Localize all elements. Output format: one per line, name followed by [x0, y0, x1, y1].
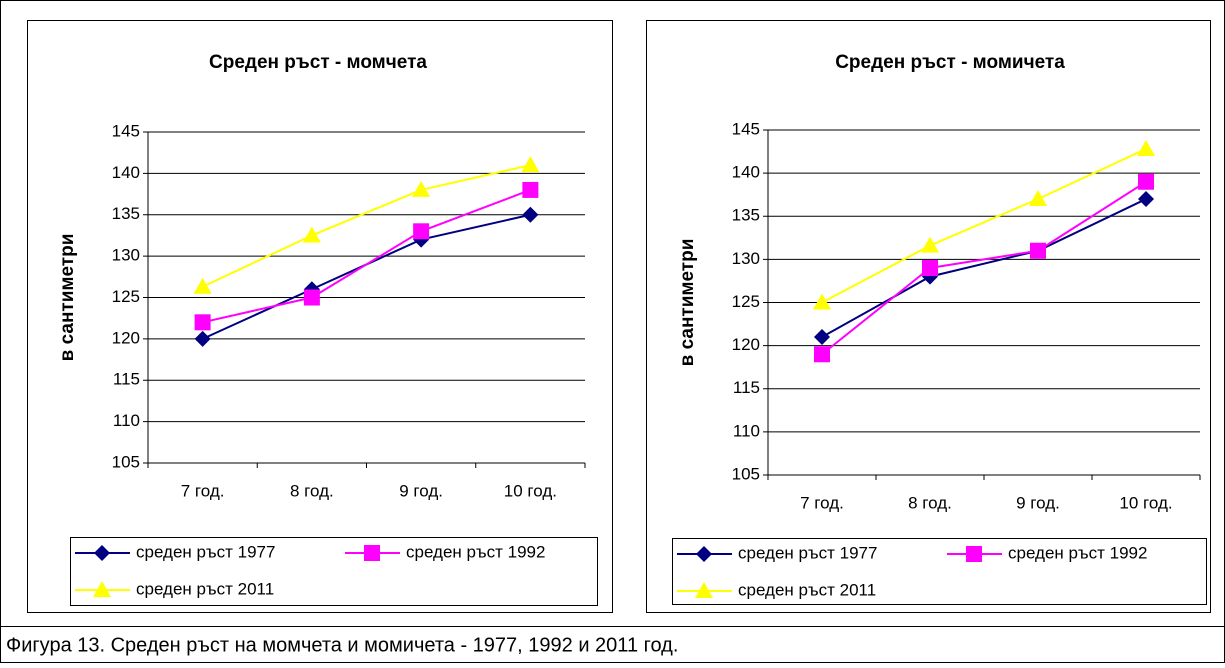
x-tick-label: 10 год. [504, 481, 557, 500]
marker [522, 206, 539, 223]
y-tick-label: 130 [112, 246, 140, 265]
y-tick-label: 105 [112, 452, 140, 471]
marker [194, 330, 211, 347]
legend-box [672, 538, 1207, 605]
caption: Фигура 13. Среден ръст на момчета и моми… [6, 634, 678, 656]
marker [93, 581, 111, 597]
marker [695, 582, 713, 598]
y-tick-label: 110 [113, 411, 140, 430]
y-tick-label: 115 [733, 378, 760, 397]
marker [522, 181, 539, 198]
x-tick-label: 8 год. [290, 481, 334, 500]
legend-label: среден ръст 2011 [136, 579, 274, 598]
y-tick-label: 140 [732, 163, 760, 182]
y-tick-label: 145 [112, 121, 140, 140]
marker [94, 545, 110, 561]
marker [193, 277, 212, 294]
x-tick-label: 7 год. [800, 493, 844, 512]
legend-label: среден ръст 1977 [738, 543, 877, 562]
y-tick-label: 135 [732, 206, 760, 225]
marker [921, 236, 939, 253]
legend-label: среден ръст 1977 [136, 542, 275, 561]
chart-border [27, 20, 613, 613]
chart-title: Среден ръст - момчета [209, 52, 427, 73]
y-tick-label: 105 [732, 464, 760, 483]
marker [1138, 173, 1154, 190]
legend-label: среден ръст 1992 [406, 542, 545, 561]
x-tick-label: 9 год. [1016, 493, 1060, 512]
y-axis-label: в сантиметри [57, 234, 78, 362]
y-tick-label: 110 [733, 421, 760, 440]
marker [412, 180, 431, 197]
marker [814, 346, 830, 363]
marker [1137, 139, 1155, 156]
marker [814, 329, 830, 345]
marker [1138, 191, 1154, 207]
marker [302, 226, 321, 243]
y-tick-label: 130 [732, 249, 760, 268]
marker [966, 546, 982, 562]
chart-title: Среден ръст - момичета [835, 52, 1065, 73]
y-axis-label: в сантиметри [677, 239, 698, 367]
x-tick-label: 7 год. [181, 481, 225, 500]
legend-label: среден ръст 1992 [1008, 543, 1147, 562]
y-tick-label: 125 [112, 287, 140, 306]
x-tick-label: 10 год. [1119, 493, 1172, 512]
marker [194, 314, 211, 331]
series-line [821, 148, 1147, 304]
series-line [821, 180, 1147, 356]
y-tick-label: 145 [732, 119, 760, 138]
x-tick-label: 8 год. [908, 493, 952, 512]
y-tick-label: 135 [112, 204, 140, 223]
x-tick-label: 9 год. [399, 481, 443, 500]
marker [1030, 242, 1046, 259]
marker [813, 293, 831, 310]
series-line [202, 188, 531, 324]
chart-border [646, 20, 1211, 613]
marker [364, 545, 380, 561]
series-line [202, 164, 531, 288]
legend-box [70, 537, 598, 606]
y-tick-label: 120 [112, 328, 140, 347]
marker [303, 289, 320, 306]
marker [696, 546, 712, 562]
marker [521, 156, 540, 173]
marker [922, 260, 938, 276]
series-line [821, 198, 1147, 338]
marker [413, 223, 430, 240]
y-tick-label: 125 [732, 292, 760, 311]
y-tick-label: 115 [113, 370, 140, 389]
legend-label: среден ръст 2011 [738, 580, 876, 599]
marker [1029, 190, 1047, 206]
y-tick-label: 120 [732, 335, 760, 354]
series-line [202, 213, 531, 340]
y-tick-label: 140 [112, 163, 140, 182]
